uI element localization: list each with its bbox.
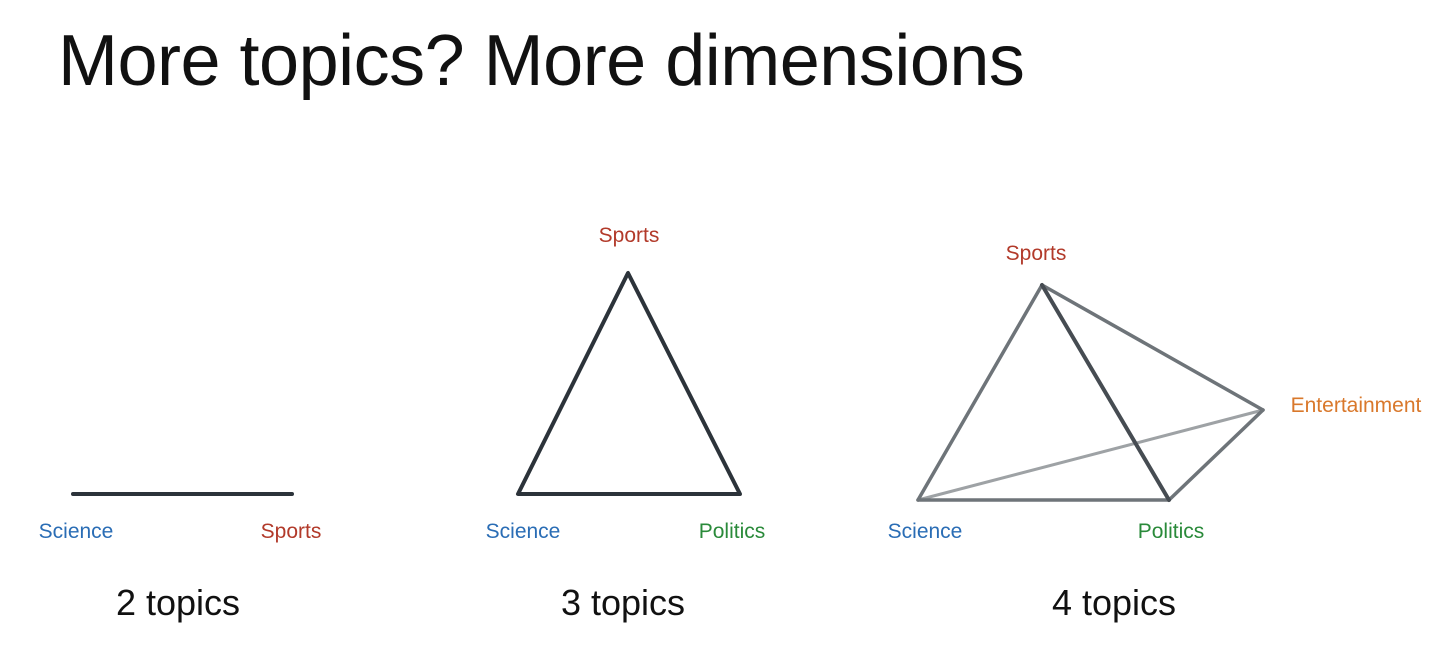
caption-4-topics: 4 topics [1051, 582, 1177, 623]
edge-politics-entertainment [1167, 408, 1265, 502]
edge-sports-entertainment [1040, 283, 1265, 412]
label-entertainment: Entertainment [1290, 394, 1422, 417]
label-science: Science [887, 520, 963, 543]
triangle-edges [516, 271, 742, 496]
label-politics: Politics [698, 520, 766, 543]
caption-3-topics: 3 topics [560, 582, 686, 623]
three-topic-triangle [516, 271, 742, 496]
edge-sports-science [916, 283, 1044, 502]
label-science: Science [38, 520, 114, 543]
label-sports: Sports [598, 224, 660, 247]
label-politics: Politics [1137, 520, 1205, 543]
label-sports: Sports [1005, 242, 1067, 265]
four-topic-tetrahedron [916, 283, 1265, 502]
caption-2-topics: 2 topics [115, 582, 241, 623]
edge-sports-politics [1040, 283, 1171, 502]
label-sports: Sports [260, 520, 322, 543]
edge-science-entertainment [916, 408, 1265, 502]
slide-title: More topics? More dimensions [58, 21, 1025, 101]
label-science: Science [485, 520, 561, 543]
